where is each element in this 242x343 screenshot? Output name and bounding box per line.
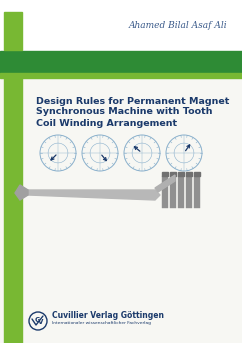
Bar	[162, 172, 168, 176]
Bar	[4, 12, 22, 50]
Bar	[170, 176, 176, 208]
Text: C: C	[34, 317, 39, 323]
Polygon shape	[15, 185, 28, 200]
Text: Ahamed Bilal Asaf Ali: Ahamed Bilal Asaf Ali	[129, 21, 227, 29]
Text: Synchronous Machine with Tooth: Synchronous Machine with Tooth	[36, 107, 212, 117]
Bar	[178, 172, 184, 176]
Bar	[0, 51, 242, 73]
Text: V: V	[38, 319, 44, 325]
Bar	[170, 172, 176, 176]
Text: Cuvillier Verlag Göttingen: Cuvillier Verlag Göttingen	[52, 311, 164, 320]
Polygon shape	[155, 175, 175, 192]
Polygon shape	[28, 190, 160, 200]
Bar	[186, 176, 192, 208]
Bar	[0, 73, 242, 78]
Bar	[194, 176, 200, 208]
Text: Design Rules for Permanent Magnet: Design Rules for Permanent Magnet	[36, 96, 229, 106]
Text: Internationaler wissenschaftlicher Fachverlag: Internationaler wissenschaftlicher Fachv…	[52, 321, 151, 325]
Bar	[178, 176, 184, 208]
Bar	[0, 78, 242, 343]
Text: Coil Winding Arrangement: Coil Winding Arrangement	[36, 118, 177, 128]
Bar	[4, 78, 22, 343]
Bar	[194, 172, 200, 176]
Bar	[162, 176, 168, 208]
Bar	[186, 172, 192, 176]
